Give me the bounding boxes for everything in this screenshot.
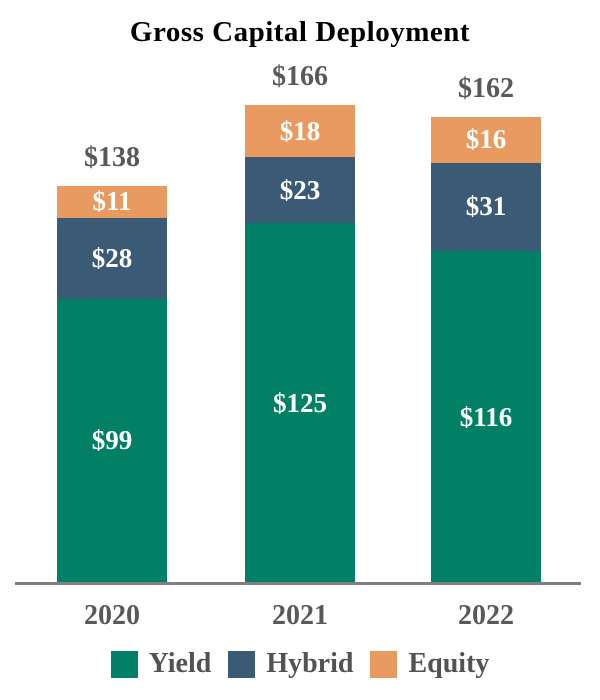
segment-value-label: $23 <box>279 174 321 205</box>
segment-value-label: $11 <box>92 186 132 217</box>
x-tick-2021: 2021 <box>272 600 328 631</box>
stacked-bar-2020: $138 $11 $28 $99 <box>57 142 167 583</box>
x-axis-line <box>15 582 581 585</box>
stacked-bar-2021: $166 $18 $23 $125 <box>245 61 355 583</box>
legend-item-equity: Equity <box>370 648 489 680</box>
x-tick-2022: 2022 <box>458 600 514 631</box>
segment-hybrid-2022: $31 <box>431 162 541 252</box>
segment-value-label: $16 <box>465 124 507 155</box>
plot-area: $138 $11 $28 $99 $166 $18 $23 $125 $162 $16 $31 $11… <box>57 61 541 583</box>
chart-title: Gross Capital Deployment <box>129 16 471 48</box>
legend-label-equity: Equity <box>408 648 490 679</box>
legend-label-yield: Yield <box>148 648 212 679</box>
segment-hybrid-2021: $23 <box>245 157 355 223</box>
segment-value-label: $99 <box>91 425 133 456</box>
segment-equity-2021: $18 <box>245 105 355 157</box>
legend-label-hybrid: Hybrid <box>266 648 354 679</box>
segment-yield-2022: $116 <box>431 251 541 583</box>
legend-swatch-hybrid <box>228 650 256 678</box>
legend-item-hybrid: Hybrid <box>228 648 353 680</box>
legend-item-yield: Yield <box>110 648 212 680</box>
segment-value-label: $18 <box>279 115 321 146</box>
stacked-bar-2022: $162 $16 $31 $116 <box>431 73 541 583</box>
segment-value-label: $116 <box>459 401 513 432</box>
segment-value-label: $31 <box>465 191 507 222</box>
x-tick-2020: 2020 <box>84 600 140 631</box>
total-label-2020: $138 <box>84 142 140 173</box>
segment-hybrid-2020: $28 <box>57 217 167 299</box>
segment-equity-2020: $11 <box>57 186 167 218</box>
total-label-2021: $166 <box>272 61 328 92</box>
segment-yield-2020: $99 <box>57 298 167 583</box>
total-label-2022: $162 <box>458 73 514 104</box>
segment-equity-2022: $16 <box>431 117 541 163</box>
legend-swatch-yield <box>110 650 138 678</box>
segment-value-label: $28 <box>91 242 133 273</box>
legend: Yield Hybrid Equity <box>0 648 600 680</box>
segment-yield-2021: $125 <box>245 223 355 583</box>
segment-value-label: $125 <box>273 387 327 418</box>
legend-swatch-equity <box>370 650 398 678</box>
